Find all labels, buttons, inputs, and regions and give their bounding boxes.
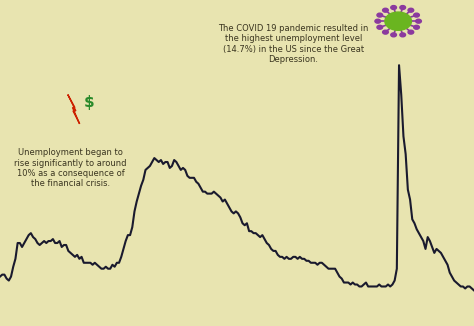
Circle shape [416,19,421,23]
Circle shape [408,30,414,34]
Text: The COVID 19 pandemic resulted in
the highest unemployment level
(14.7%) in the : The COVID 19 pandemic resulted in the hi… [218,24,368,64]
Circle shape [391,33,396,37]
Circle shape [377,13,383,17]
Circle shape [400,6,406,9]
Circle shape [385,12,411,30]
Text: Unemployment began to
rise significantly to around
10% as a consequence of
the f: Unemployment began to rise significantly… [14,148,127,188]
Circle shape [377,25,383,29]
Text: $: $ [83,95,94,110]
Circle shape [383,8,388,12]
Circle shape [375,19,381,23]
Polygon shape [68,95,80,124]
Circle shape [400,33,406,37]
Circle shape [391,6,396,9]
Circle shape [414,25,419,29]
Circle shape [408,8,414,12]
Circle shape [414,13,419,17]
Circle shape [383,30,388,34]
